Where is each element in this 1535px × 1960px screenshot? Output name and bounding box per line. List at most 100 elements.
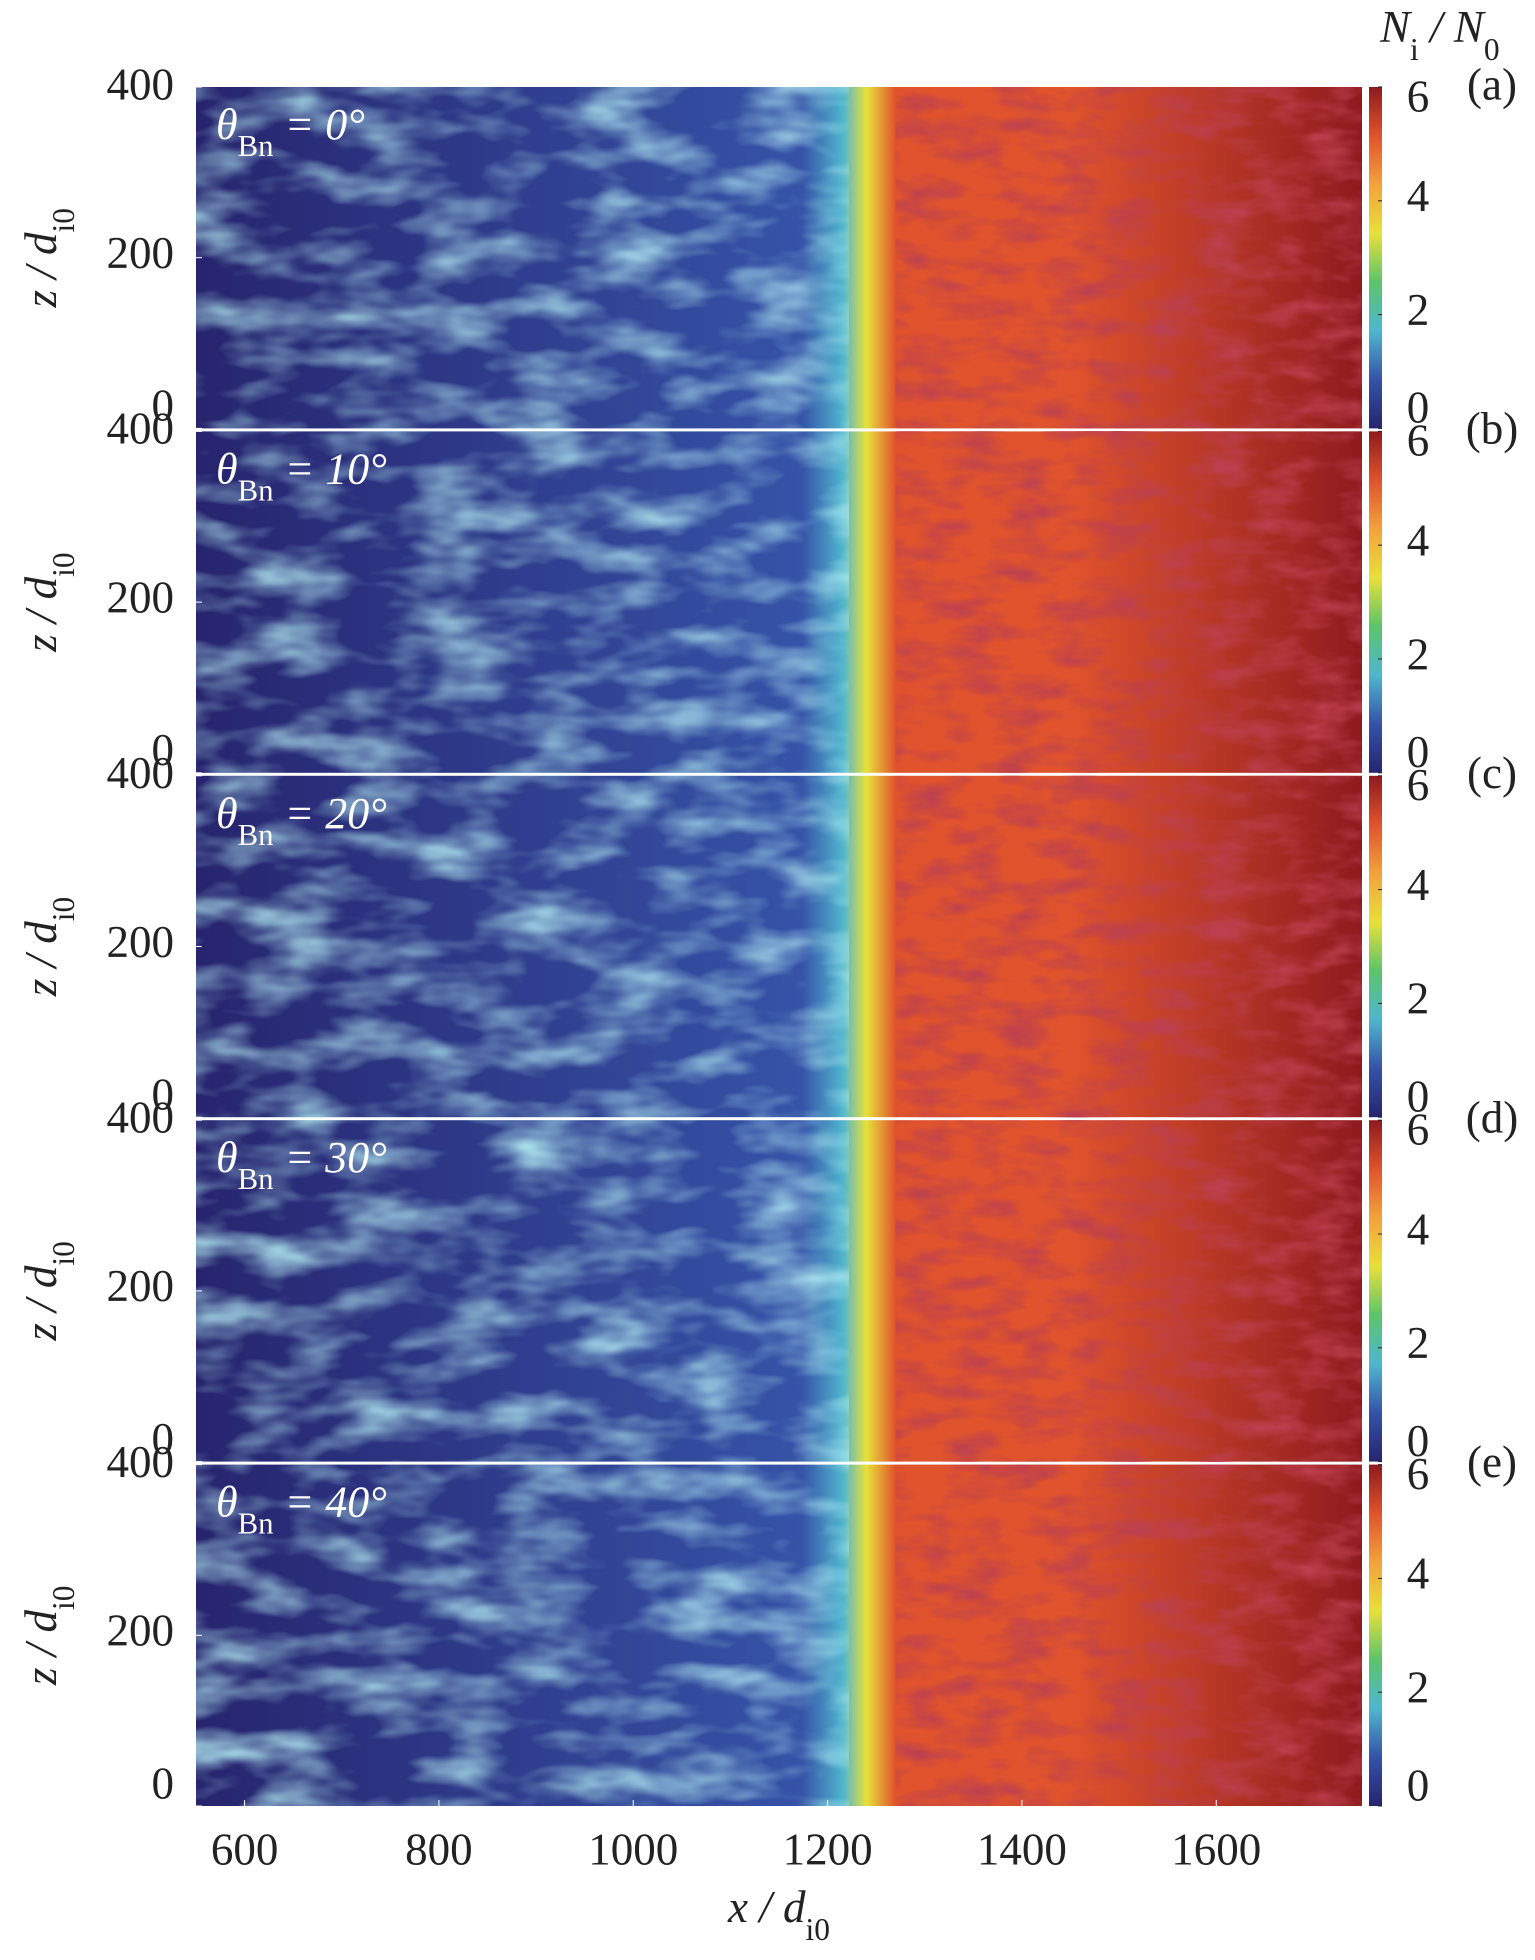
subscript: Bn <box>238 1507 274 1541</box>
colorbar-tick-label: 6 <box>1407 1105 1430 1155</box>
y-tick-label: 400 <box>107 1093 175 1143</box>
heatmap-texture <box>196 431 849 773</box>
panel-annotation: θBn = 40° <box>216 1478 387 1541</box>
subscript: Bn <box>238 1162 274 1196</box>
heatmap-texture <box>196 1120 849 1462</box>
x-tick-label: 1000 <box>588 1824 678 1874</box>
subscript: i0 <box>46 897 81 922</box>
label-part: N <box>1379 2 1413 52</box>
colorbar-tick-label: 4 <box>1407 516 1430 566</box>
y-tick-label: 400 <box>107 748 175 798</box>
y-axis-label: z / di0 <box>16 897 81 998</box>
colorbar <box>1369 431 1382 773</box>
label-part: θ <box>216 1133 238 1182</box>
y-axis-label: z / di0 <box>16 1586 81 1687</box>
label-part: z / d <box>16 921 66 998</box>
panel-label: (d) <box>1466 1093 1518 1143</box>
colorbar-tick-label: 0 <box>1407 383 1430 433</box>
colorbar <box>1369 1120 1382 1462</box>
panel-label: (c) <box>1467 748 1517 798</box>
label-part: = 10° <box>274 444 387 493</box>
subscript: i <box>1410 32 1419 67</box>
label-part: / N <box>1419 2 1487 52</box>
label-part: = 0° <box>274 100 365 149</box>
colorbar <box>1369 1464 1382 1806</box>
y-tick-label: 200 <box>107 1606 175 1656</box>
label-part: z / d <box>16 1265 66 1342</box>
colorbar-tick-label: 2 <box>1407 629 1430 679</box>
panel-annotation: θBn = 10° <box>216 444 387 507</box>
y-tick-label: 400 <box>107 1437 175 1487</box>
y-axis-label: z / di0 <box>16 208 81 309</box>
heatmap-texture <box>895 1120 1362 1462</box>
panel-annotation: θBn = 30° <box>216 1133 387 1196</box>
colorbar-title: Ni / N0 <box>1379 2 1500 67</box>
label-part: = 30° <box>274 1133 387 1182</box>
colorbar <box>1369 775 1382 1118</box>
y-tick-label: 400 <box>107 404 175 454</box>
colorbar-tick-label: 2 <box>1407 974 1430 1024</box>
y-tick-label: 200 <box>107 917 175 967</box>
y-tick-label: 0 <box>152 381 175 431</box>
colorbar-tick-label: 2 <box>1407 1318 1430 1368</box>
colorbar-tick-label: 0 <box>1407 1416 1430 1466</box>
colorbar-tick-label: 4 <box>1407 860 1430 910</box>
colorbar-tick-label: 4 <box>1407 1204 1430 1254</box>
colorbar-tick-label: 4 <box>1407 171 1430 221</box>
panel-annotation: θBn = 0° <box>216 100 365 163</box>
label-part: θ <box>216 789 238 838</box>
y-axis-label: z / di0 <box>16 552 81 653</box>
label-part: z / d <box>16 232 66 309</box>
heatmap-texture <box>196 1464 849 1806</box>
subscript: i0 <box>46 1241 81 1266</box>
subscript: i0 <box>46 1586 81 1611</box>
heatmap-texture <box>895 431 1362 773</box>
heatmap-texture <box>196 775 849 1118</box>
colorbar-tick-label: 0 <box>1407 1760 1430 1810</box>
panel-label: (b) <box>1466 404 1518 454</box>
y-tick-label: 0 <box>152 1758 175 1808</box>
colorbar <box>1369 87 1382 429</box>
heatmap-texture <box>895 775 1362 1118</box>
y-tick-label: 0 <box>152 1414 175 1464</box>
colorbar-tick-label: 6 <box>1407 71 1430 121</box>
x-tick-label: 1400 <box>977 1824 1067 1874</box>
x-tick-label: 1200 <box>783 1824 873 1874</box>
panel-label: (e) <box>1467 1437 1517 1487</box>
y-tick-label: 200 <box>107 1261 175 1311</box>
subscript: 0 <box>1484 32 1500 67</box>
y-tick-label: 200 <box>107 572 175 622</box>
colorbar-tick-label: 2 <box>1407 285 1430 335</box>
subscript: Bn <box>238 473 274 507</box>
colorbar-tick-label: 2 <box>1407 1663 1430 1713</box>
label-part: θ <box>216 444 238 493</box>
heatmap-texture <box>895 87 1362 429</box>
label-part: = 20° <box>274 789 387 838</box>
label-part: θ <box>216 1478 238 1527</box>
colorbar-tick-label: 6 <box>1407 1449 1430 1499</box>
colorbar-tick-label: 0 <box>1407 1072 1430 1122</box>
subscript: i0 <box>46 552 81 577</box>
x-axis-label: x / di0 <box>727 1882 830 1947</box>
x-tick-label: 1600 <box>1171 1824 1261 1874</box>
colorbar-tick-label: 0 <box>1407 727 1430 777</box>
panel-annotation: θBn = 20° <box>216 789 387 852</box>
panel-label: (a) <box>1467 59 1517 109</box>
subscript: i0 <box>805 1912 830 1947</box>
colorbar-tick-label: 6 <box>1407 760 1430 810</box>
heatmap-texture <box>196 87 849 429</box>
y-tick-label: 0 <box>152 725 175 775</box>
subscript: i0 <box>46 208 81 233</box>
label-part: x / d <box>727 1882 806 1932</box>
y-tick-label: 400 <box>107 59 175 109</box>
label-part: z / d <box>16 576 66 653</box>
subscript: Bn <box>238 129 274 163</box>
y-axis-label: z / di0 <box>16 1241 81 1342</box>
y-tick-label: 200 <box>107 228 175 278</box>
x-tick-label: 800 <box>405 1824 473 1874</box>
subscript: Bn <box>238 818 274 852</box>
y-tick-label: 0 <box>152 1070 175 1120</box>
x-tick-label: 600 <box>211 1824 279 1874</box>
